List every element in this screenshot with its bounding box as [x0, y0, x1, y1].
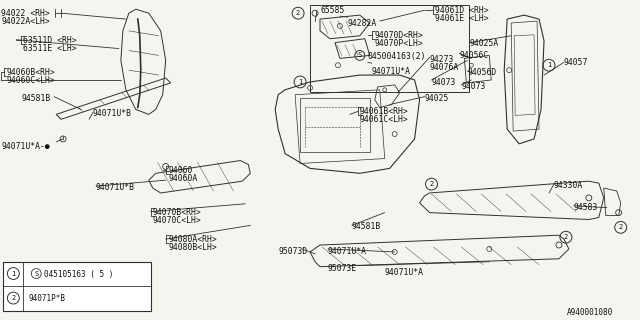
Text: 1: 1 — [298, 79, 302, 85]
Text: 94025: 94025 — [424, 94, 449, 103]
Text: 94070B<RH>: 94070B<RH> — [153, 208, 202, 217]
Text: 94025A: 94025A — [469, 39, 499, 48]
Text: 94071U*A: 94071U*A — [372, 67, 411, 76]
Text: 045004163(2): 045004163(2) — [368, 52, 426, 61]
Text: 94073: 94073 — [461, 82, 486, 91]
Text: 94061B<RH>: 94061B<RH> — [360, 108, 408, 116]
Text: 94060A: 94060A — [169, 174, 198, 183]
Bar — [310, 5, 469, 92]
Text: S: S — [34, 270, 38, 276]
Text: 65585: 65585 — [321, 6, 346, 15]
Text: 63511D <RH>: 63511D <RH> — [23, 36, 77, 45]
Text: 94056C: 94056C — [460, 51, 489, 60]
Text: 1: 1 — [12, 270, 15, 276]
Text: 94581B: 94581B — [21, 94, 51, 103]
Text: 94282A: 94282A — [348, 19, 377, 28]
Text: 95073D: 95073D — [278, 247, 307, 256]
Text: 94071U*B: 94071U*B — [93, 109, 132, 118]
Text: 045105163 ( 5 ): 045105163 ( 5 ) — [44, 269, 113, 279]
Text: 94070P<LH>: 94070P<LH> — [375, 39, 424, 48]
Text: 94080B<LH>: 94080B<LH> — [169, 243, 218, 252]
Text: S: S — [358, 52, 362, 59]
Text: 94330A: 94330A — [554, 181, 583, 190]
Text: 94061C<LH>: 94061C<LH> — [360, 115, 408, 124]
Text: 2: 2 — [296, 10, 300, 16]
Text: 94583: 94583 — [574, 203, 598, 212]
Text: 94060B<RH>: 94060B<RH> — [6, 68, 55, 77]
Text: 94057: 94057 — [564, 58, 588, 68]
Text: 94060: 94060 — [169, 166, 193, 175]
Text: 94022A<LH>: 94022A<LH> — [1, 17, 50, 26]
Text: 2: 2 — [619, 224, 623, 230]
Text: 95073E: 95073E — [328, 264, 357, 273]
Text: 2: 2 — [564, 234, 568, 240]
Text: 1: 1 — [547, 62, 551, 68]
Text: 2: 2 — [429, 181, 434, 187]
Text: 94070D<RH>: 94070D<RH> — [375, 31, 424, 40]
Text: 94581B: 94581B — [352, 222, 381, 231]
Bar — [3, 262, 151, 311]
Text: 94061E <LH>: 94061E <LH> — [435, 14, 488, 23]
Text: 94060C<LH>: 94060C<LH> — [6, 76, 55, 85]
Text: 94071U*B: 94071U*B — [96, 183, 135, 192]
Text: 94061D <RH>: 94061D <RH> — [435, 6, 488, 15]
Text: 94022 <RH>: 94022 <RH> — [1, 9, 50, 18]
Text: A940001080: A940001080 — [567, 308, 613, 317]
Bar — [300, 98, 370, 152]
Text: 94071U*A: 94071U*A — [385, 268, 424, 276]
Text: 94071P*B: 94071P*B — [28, 294, 65, 303]
Text: 94273: 94273 — [429, 55, 454, 64]
Text: 94070C<LH>: 94070C<LH> — [153, 216, 202, 225]
Text: 63511E <LH>: 63511E <LH> — [23, 44, 77, 52]
Text: 94071U*A-●: 94071U*A-● — [1, 142, 50, 151]
Text: 94076A: 94076A — [429, 63, 459, 72]
Text: 94056D: 94056D — [467, 68, 497, 77]
Text: 2: 2 — [12, 295, 15, 301]
Text: 94071U*A: 94071U*A — [328, 247, 367, 256]
Text: 94080A<RH>: 94080A<RH> — [169, 235, 218, 244]
Text: 94073: 94073 — [431, 78, 456, 87]
